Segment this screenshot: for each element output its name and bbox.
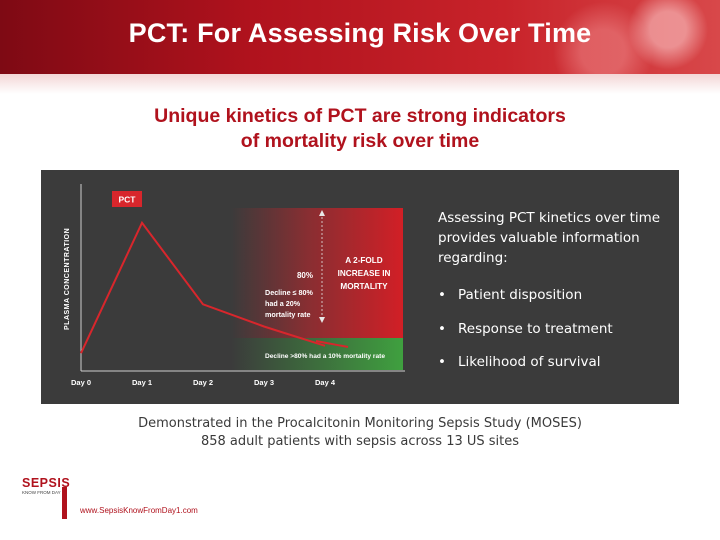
- pct-80-label: 80%: [297, 271, 313, 280]
- website-url: www.SepsisKnowFromDay1.com: [80, 506, 198, 515]
- pct-label: PCT: [119, 195, 137, 205]
- bullet-dot: •: [438, 321, 446, 337]
- decline-tail-line: [315, 340, 349, 348]
- x-tick-label: Day 0: [71, 378, 91, 387]
- decline-le-line-1: Decline ≤ 80%: [265, 288, 314, 297]
- decline-le-line-2: had a 20%: [265, 299, 301, 308]
- y-axis-label: PLASMA CONCENTRATION: [64, 228, 71, 330]
- x-tick-label: Day 4: [315, 378, 336, 387]
- subtitle-line-1: Unique kinetics of PCT are strong indica…: [154, 105, 566, 127]
- header-fade: [0, 74, 720, 94]
- logo-tagline: KNOW FROM DAY 1: [22, 490, 65, 495]
- page-title: PCT: For Assessing Risk Over Time: [128, 18, 592, 48]
- side-intro: Assessing PCT kinetics over time provide…: [438, 210, 661, 266]
- x-ticks: Day 0 Day 1 Day 2 Day 3 Day 4: [71, 378, 336, 387]
- decline-le-line-3: mortality rate: [265, 310, 311, 319]
- subtitle: Unique kinetics of PCT are strong indica…: [60, 104, 660, 154]
- x-tick-label: Day 1: [132, 378, 152, 387]
- increase-line-1: A 2-FOLD: [345, 256, 383, 265]
- footer-line-2: 858 adult patients with sepsis across 13…: [200, 434, 520, 449]
- decorative-swirl: [460, 0, 720, 74]
- bullet-dot: •: [438, 287, 446, 303]
- logo-name: SEPSIS: [22, 476, 71, 490]
- x-tick-label: Day 2: [193, 378, 213, 387]
- bullet-dot: •: [438, 354, 446, 370]
- bracket-arrow-bottom: [319, 317, 325, 323]
- decline-gt-label: Decline >80% had a 10% mortality rate: [265, 353, 385, 360]
- bullet-label: Likelihood of survival: [458, 354, 601, 370]
- logo-bar: [62, 487, 67, 519]
- series-line-pct: [80, 220, 326, 354]
- subtitle-line-2: of mortality risk over time: [240, 130, 480, 152]
- x-tick-label: Day 3: [254, 378, 274, 387]
- title-bar: PCT: For Assessing Risk Over Time: [0, 0, 720, 74]
- bullet-label: Response to treatment: [458, 321, 613, 337]
- footer-line-1: Demonstrated in the Procalcitonin Monito…: [138, 416, 582, 431]
- pct-kinetics-chart: PLASMA CONCENTRATION Day 0 Day 1 Day 2 Day …: [64, 184, 405, 387]
- high-risk-zone: [231, 208, 403, 338]
- pct-label-box: [112, 191, 142, 207]
- bullet-item: • Likelihood of survival: [438, 354, 601, 370]
- bullet-item: • Response to treatment: [438, 321, 613, 337]
- bullet-item: • Patient disposition: [438, 287, 582, 303]
- increase-line-2: INCREASE IN: [338, 269, 391, 278]
- increase-line-3: MORTALITY: [340, 282, 388, 291]
- bullet-label: Patient disposition: [458, 287, 583, 303]
- sepsis-logo: SEPSIS KNOW FROM DAY 1: [22, 476, 74, 495]
- bracket-arrow-top: [319, 210, 325, 216]
